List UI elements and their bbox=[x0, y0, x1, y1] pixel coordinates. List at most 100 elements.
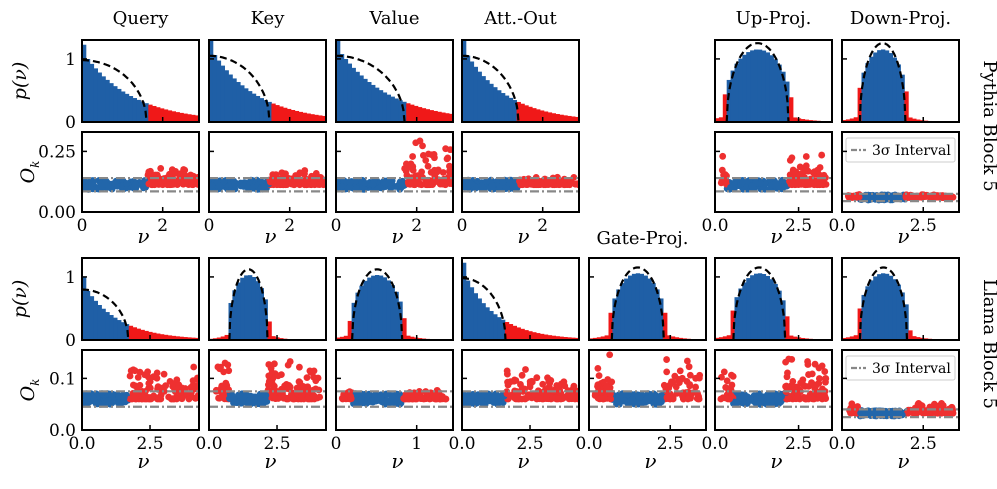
scatter-point bbox=[310, 367, 318, 375]
scatter-point bbox=[793, 394, 801, 402]
panel-col-6: 0.0 2.5ν bbox=[701, 257, 833, 473]
scatter-point bbox=[346, 178, 354, 186]
scatter-point bbox=[224, 361, 232, 369]
scatter-point bbox=[383, 397, 391, 404]
hist-bar bbox=[449, 113, 454, 122]
hist-bar bbox=[469, 287, 475, 340]
scatter-point bbox=[402, 392, 410, 400]
scatter-ylabel: Ok bbox=[17, 379, 42, 402]
hist-bar bbox=[195, 115, 200, 122]
legend: 3σ Interval bbox=[845, 137, 956, 163]
hist-bar bbox=[410, 104, 415, 122]
hist-bar bbox=[371, 275, 376, 340]
hist-bar bbox=[394, 98, 399, 122]
hist-bar bbox=[336, 40, 341, 122]
scatter-point bbox=[145, 384, 153, 392]
scatter-point bbox=[226, 395, 233, 403]
scatter-point bbox=[131, 382, 139, 390]
scatter-point bbox=[741, 400, 749, 408]
hist-bar bbox=[881, 273, 886, 340]
hist-bar bbox=[343, 58, 349, 122]
scatter-point bbox=[257, 397, 265, 405]
hist-bar bbox=[869, 56, 874, 122]
scatter-point bbox=[539, 380, 547, 388]
hist-bar bbox=[216, 60, 222, 122]
hist-bar bbox=[152, 105, 157, 122]
hist-bar bbox=[244, 275, 249, 340]
scatter-point bbox=[488, 181, 496, 189]
theory-curve bbox=[858, 266, 909, 341]
xlabel: ν bbox=[517, 224, 529, 248]
scatter-point bbox=[126, 372, 134, 380]
scatter-point bbox=[692, 383, 699, 391]
hist-bar bbox=[765, 275, 770, 340]
hist-bar bbox=[220, 65, 225, 122]
hist-bar bbox=[398, 100, 403, 122]
hist-bar bbox=[437, 111, 442, 122]
scatter-frame bbox=[461, 131, 580, 213]
hist-bar bbox=[363, 280, 368, 340]
hist-bar bbox=[516, 327, 521, 340]
hist-bar bbox=[167, 335, 173, 340]
hist-bar bbox=[414, 105, 419, 122]
panel-up-proj-: 0.0 2.5ν Up-Proj. bbox=[701, 8, 833, 248]
scatter-point bbox=[786, 156, 794, 164]
hist-bar bbox=[248, 91, 253, 122]
hist-bar bbox=[473, 293, 478, 340]
model-label: Pythia Block 5 bbox=[979, 60, 997, 191]
hist-bar bbox=[761, 50, 767, 122]
scatter-point bbox=[808, 370, 816, 378]
scatter-point bbox=[300, 383, 308, 391]
theory-curve bbox=[462, 277, 507, 341]
scatter-point bbox=[153, 171, 161, 179]
hist-bar bbox=[793, 336, 798, 340]
hist-bar bbox=[559, 114, 564, 122]
hist-bar bbox=[592, 337, 598, 340]
panel-title: Up-Proj. bbox=[736, 8, 812, 29]
scatter-point bbox=[795, 177, 803, 185]
hist-bar bbox=[481, 76, 486, 122]
hist-bar bbox=[275, 105, 280, 122]
panel-key: 0 2ν Key bbox=[204, 8, 327, 248]
scatter-point bbox=[303, 175, 310, 183]
scatter-point bbox=[785, 355, 793, 363]
scatter-point bbox=[686, 382, 694, 390]
scatter-point bbox=[134, 373, 142, 381]
ytick-label: 0 bbox=[65, 113, 76, 133]
scatter-ylabel: Ok bbox=[17, 161, 42, 184]
xtick-label: 0 bbox=[204, 216, 215, 236]
hist-bar bbox=[195, 337, 200, 340]
panel-col-2: 0.0 2.5ν bbox=[195, 257, 327, 473]
hist-bar bbox=[571, 337, 576, 340]
hist-bar bbox=[596, 337, 602, 340]
scatter-point bbox=[295, 178, 303, 186]
hist-bar bbox=[82, 276, 87, 340]
xlabel: ν bbox=[897, 449, 909, 473]
scatter-point bbox=[155, 395, 163, 403]
hist-bar bbox=[524, 330, 529, 340]
scatter-point bbox=[230, 177, 238, 185]
xtick-label: 2 bbox=[537, 216, 548, 236]
scatter-point bbox=[524, 391, 532, 399]
scatter-point bbox=[267, 178, 274, 186]
hist-bar bbox=[520, 103, 525, 122]
hist-bar bbox=[904, 91, 909, 122]
scatter-point bbox=[505, 176, 513, 184]
hist-bar bbox=[473, 66, 478, 122]
hist-bar bbox=[140, 101, 145, 122]
hist-frame bbox=[714, 257, 833, 341]
hist-bar bbox=[124, 93, 130, 122]
xlabel: ν bbox=[137, 224, 149, 248]
scatter-point bbox=[310, 392, 318, 400]
scatter-point bbox=[802, 153, 810, 160]
scatter-frame bbox=[841, 131, 960, 213]
scatter-point bbox=[220, 392, 228, 400]
hist-bar bbox=[171, 335, 176, 340]
xtick-label: 2.5 bbox=[910, 216, 937, 236]
hist-bar bbox=[920, 337, 925, 340]
hist-bar bbox=[136, 328, 141, 340]
hist-bar bbox=[109, 83, 114, 122]
scatter-point bbox=[729, 372, 737, 380]
scatter-point bbox=[663, 356, 671, 363]
ytick-label: 0.1 bbox=[49, 369, 76, 389]
